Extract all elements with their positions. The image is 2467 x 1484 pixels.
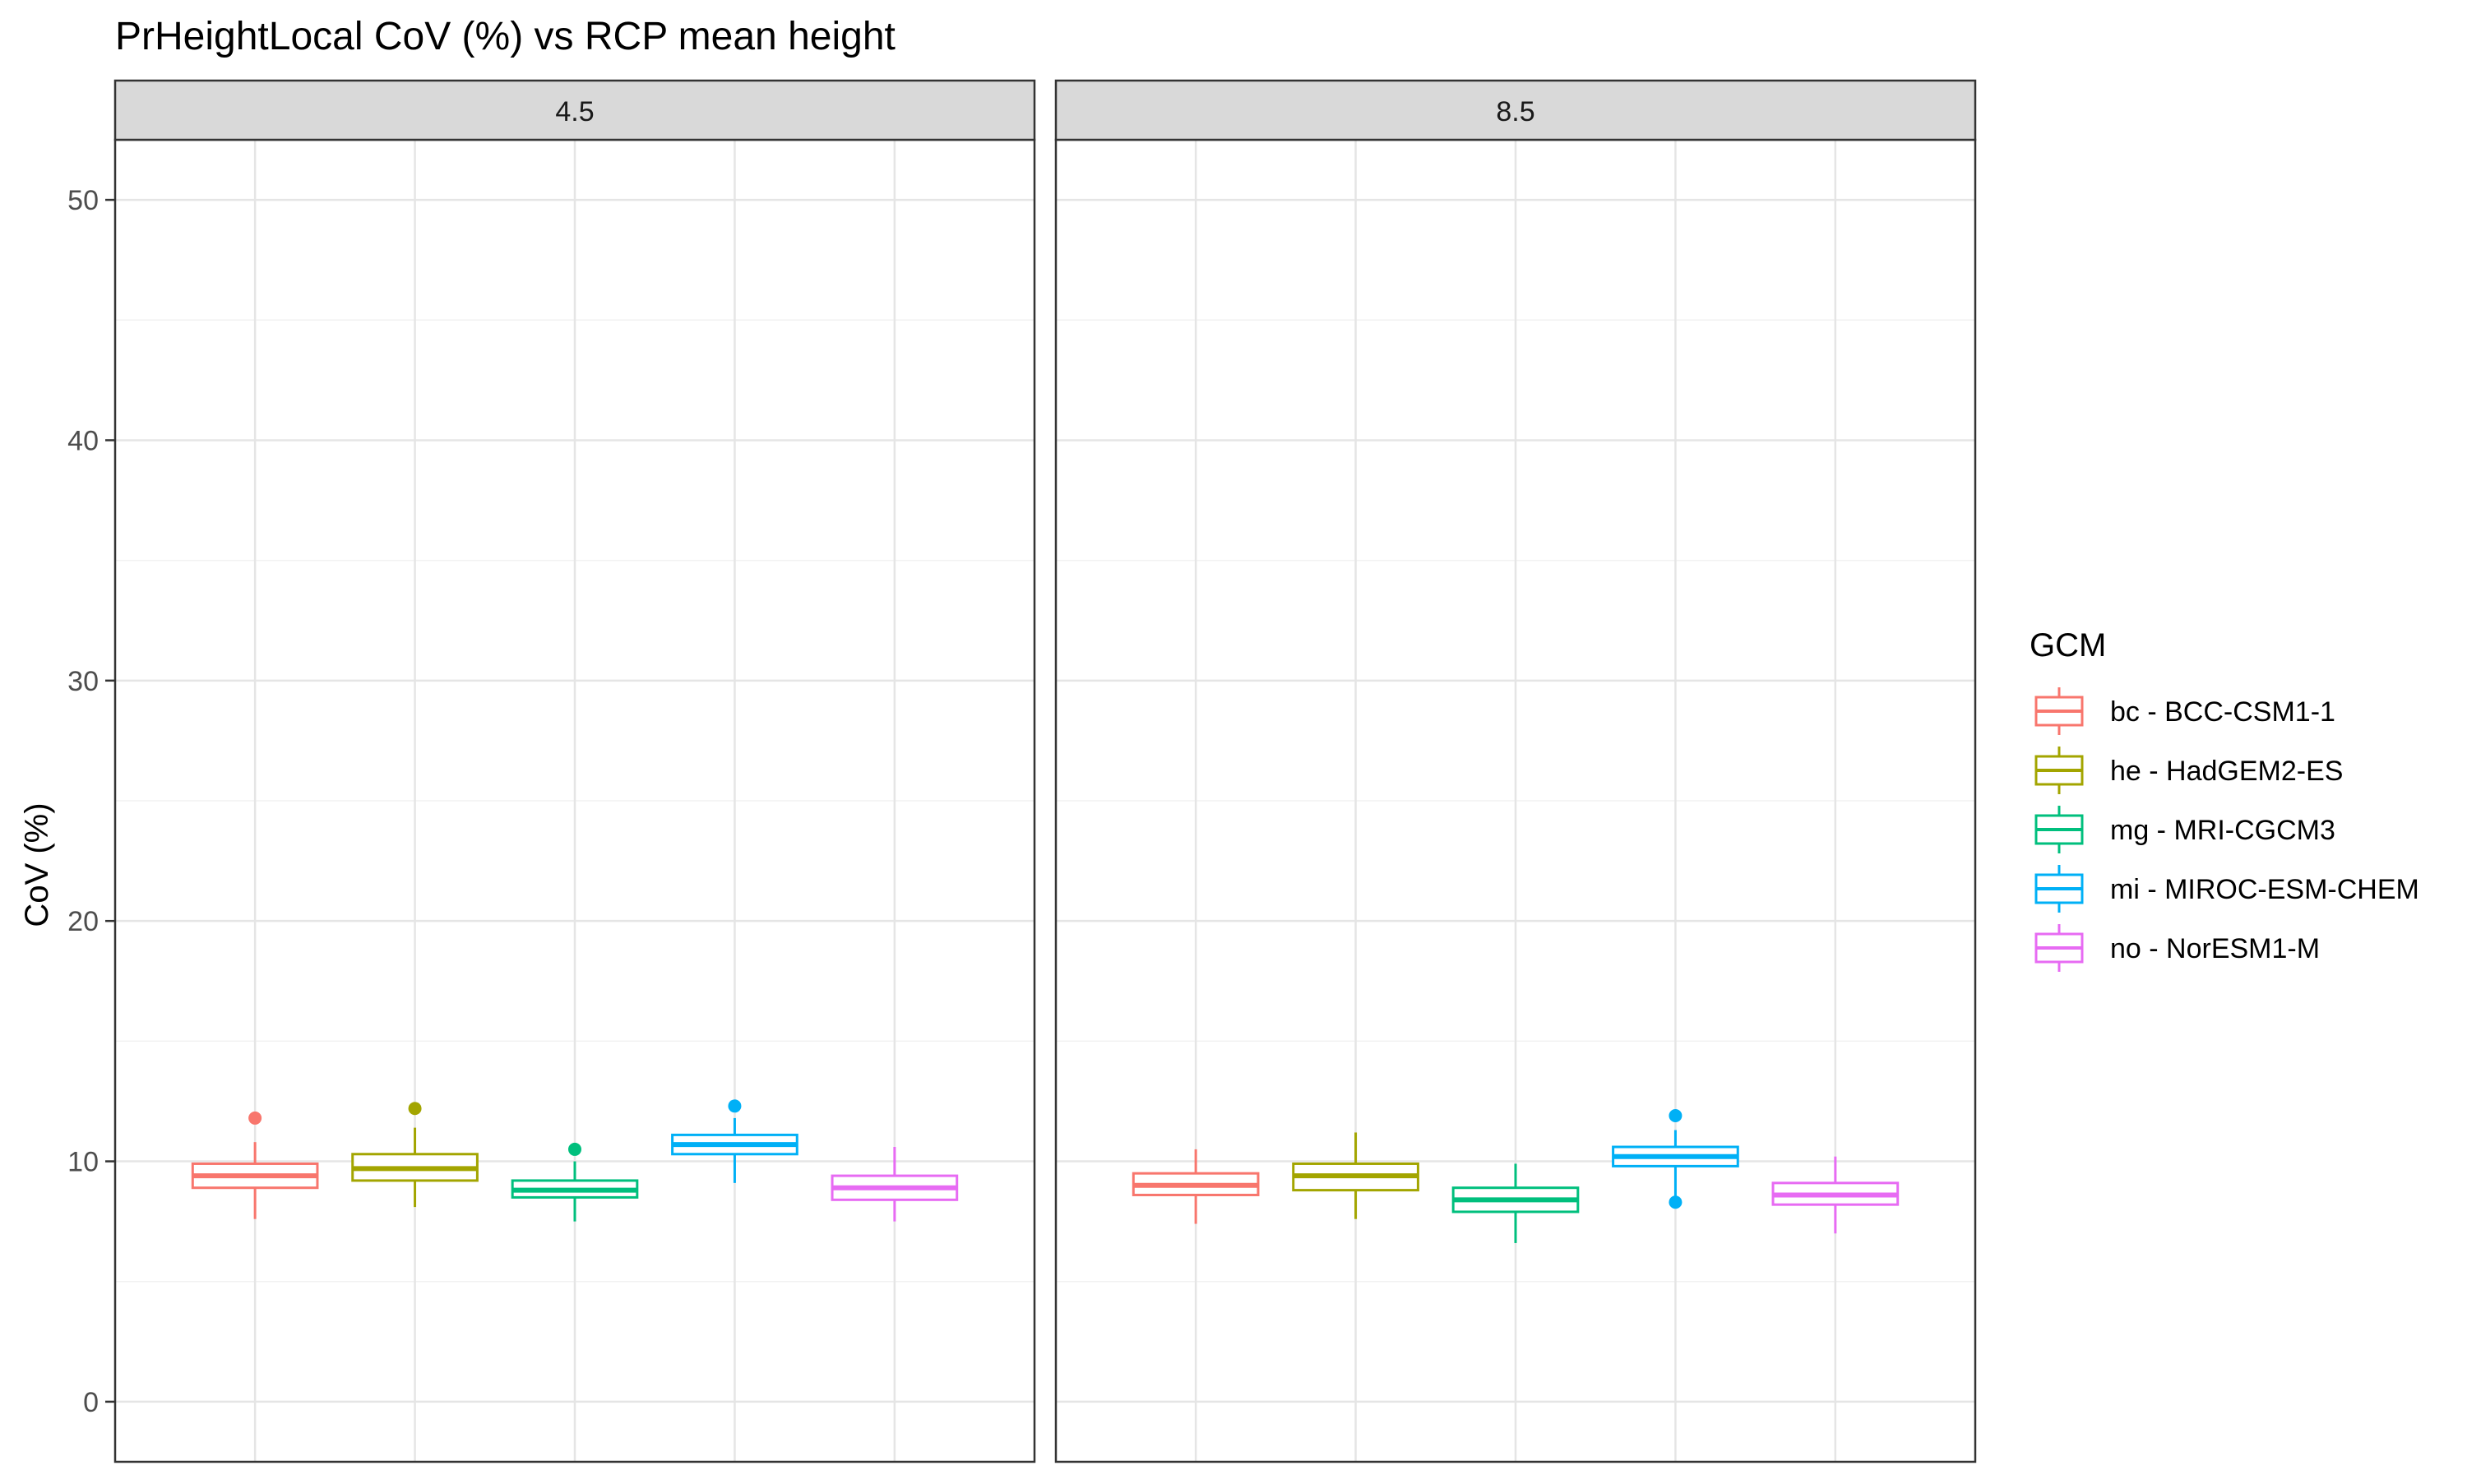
legend-item-mi: mi - MIROC-ESM-CHEM xyxy=(2034,865,2419,913)
y-tick-label: 30 xyxy=(67,666,99,697)
y-tick-label: 40 xyxy=(67,425,99,456)
boxplot-bc xyxy=(1132,1149,1260,1224)
boxplot-no xyxy=(831,1147,959,1222)
outlier-point xyxy=(408,1102,422,1116)
outlier-point xyxy=(568,1142,581,1156)
y-tick-label: 20 xyxy=(67,906,99,937)
legend-label: mi - MIROC-ESM-CHEM xyxy=(2110,874,2419,905)
outlier-point xyxy=(248,1111,262,1125)
legend-item-mg: mg - MRI-CGCM3 xyxy=(2034,806,2335,853)
boxplot-he xyxy=(351,1102,479,1208)
legend-label: bc - BCC-CSM1-1 xyxy=(2110,696,2335,728)
facet-strip xyxy=(1054,79,1977,141)
legend-item-no: no - NorESM1-M xyxy=(2034,924,2320,972)
boxplot-mi xyxy=(1612,1108,1739,1209)
facet-strip xyxy=(113,79,1036,141)
facet-panel-4-5: 4.5 xyxy=(113,79,1036,1463)
y-tick-label: 0 xyxy=(83,1387,99,1418)
outlier-point xyxy=(1669,1195,1682,1209)
facet-panels: 4.5 8.5 xyxy=(113,79,1977,1463)
boxplot-he xyxy=(1292,1132,1419,1219)
facet-panel-8-5: 8.5 xyxy=(1054,79,1977,1463)
y-axis-ticks: 0 10 20 30 40 50 xyxy=(67,185,115,1418)
outlier-point xyxy=(1669,1108,1682,1122)
boxplot-mg xyxy=(511,1142,639,1222)
legend-label: mg - MRI-CGCM3 xyxy=(2110,815,2335,846)
y-tick-label: 50 xyxy=(67,185,99,216)
chart-title: PrHeightLocal CoV (%) vs RCP mean height xyxy=(115,15,896,58)
facet-strip-label: 8.5 xyxy=(1496,96,1534,127)
boxplot-no xyxy=(1771,1156,1900,1234)
outlier-point xyxy=(728,1099,742,1113)
y-tick-label: 10 xyxy=(67,1147,99,1178)
legend-item-bc: bc - BCC-CSM1-1 xyxy=(2034,687,2335,735)
legend-label: no - NorESM1-M xyxy=(2110,933,2320,964)
legend: GCM bc - BCC-CSM1-1 he - HadGEM2-ES mg - M… xyxy=(2030,627,2419,972)
boxplot-mi xyxy=(671,1099,798,1183)
y-axis-label: CoV (%) xyxy=(19,802,55,927)
facet-strip-label: 4.5 xyxy=(555,96,594,127)
legend-item-he: he - HadGEM2-ES xyxy=(2034,747,2343,794)
legend-title: GCM xyxy=(2030,627,2106,663)
boxplot-bc xyxy=(191,1111,319,1219)
boxplot-mg xyxy=(1451,1163,1580,1243)
legend-label: he - HadGEM2-ES xyxy=(2110,756,2343,787)
legend-items: bc - BCC-CSM1-1 he - HadGEM2-ES mg - MRI-C… xyxy=(2034,687,2419,972)
